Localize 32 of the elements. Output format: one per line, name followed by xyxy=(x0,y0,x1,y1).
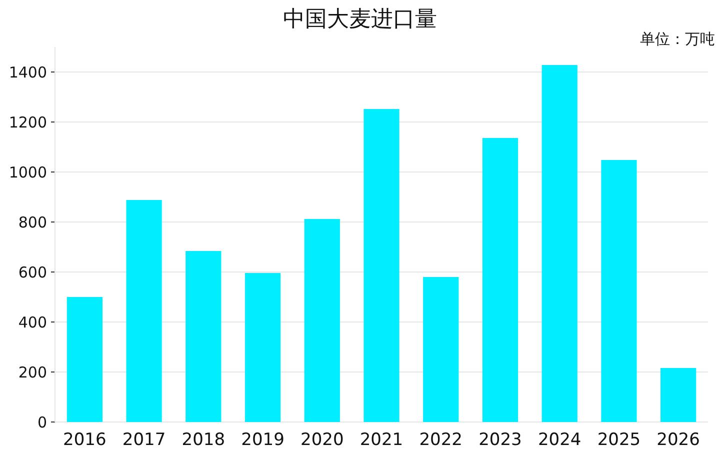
y-tick-label: 1200 xyxy=(8,113,47,132)
annotation: 单位：万吨 xyxy=(640,30,715,48)
x-tick-label: 2020 xyxy=(300,430,344,450)
bar xyxy=(244,273,281,422)
x-tick-label: 2026 xyxy=(656,430,700,450)
bar xyxy=(364,109,400,422)
x-tick-label: 2016 xyxy=(63,430,106,450)
chart-title: 中国大麦进口量 xyxy=(283,7,437,32)
y-tick-label: 600 xyxy=(18,263,47,282)
x-tick-label: 2018 xyxy=(182,430,226,450)
y-tick-label: 800 xyxy=(18,213,47,232)
bar xyxy=(601,160,637,422)
x-tick-label: 2021 xyxy=(360,430,404,450)
x-tick-label: 2024 xyxy=(538,430,582,450)
y-tick-label: 400 xyxy=(18,313,47,332)
x-tick-label: 2022 xyxy=(419,430,462,450)
bar xyxy=(186,251,222,422)
x-tick-label: 2017 xyxy=(122,430,166,450)
bar xyxy=(66,297,102,422)
bar xyxy=(423,277,459,422)
y-tick-label: 1000 xyxy=(8,163,47,182)
bar xyxy=(542,65,578,422)
bar xyxy=(126,200,162,422)
x-tick-label: 2025 xyxy=(597,430,641,450)
x-tick-label: 2019 xyxy=(241,430,284,450)
bar xyxy=(304,219,340,422)
bar xyxy=(482,138,518,422)
x-tick-label: 2023 xyxy=(478,430,522,450)
bar xyxy=(660,368,696,422)
y-tick-label: 0 xyxy=(37,413,47,432)
y-tick-label: 1400 xyxy=(8,63,47,82)
y-tick-label: 200 xyxy=(18,363,47,382)
